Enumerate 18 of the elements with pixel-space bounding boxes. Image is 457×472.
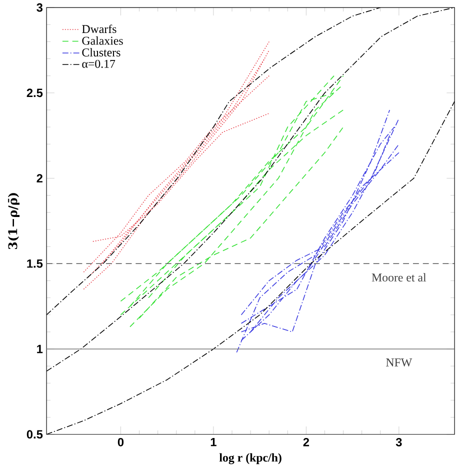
ref-line-label: NFW [386, 358, 412, 366]
x-tick-label: 3 [396, 438, 402, 446]
ref-line-label: Moore et al [372, 273, 426, 282]
y-tick-label: 3 [36, 3, 43, 12]
legend-label: α=0.17 [82, 60, 116, 68]
y-tick-label: 1 [37, 344, 43, 354]
y-tick-label: 2 [36, 174, 43, 182]
x-tick-label: 2 [304, 438, 310, 446]
y-tick-label: 2.5 [27, 88, 43, 98]
y-axis-title: 3(1−ρ/ρ̄) [8, 193, 20, 250]
y-tick-label: 0.5 [27, 430, 43, 439]
legend-label: Galaxies [82, 36, 124, 45]
legend-label: Clusters [82, 48, 120, 56]
x-tick-label: 0 [118, 438, 124, 446]
legend-label: Dwarfs [82, 24, 116, 34]
y-tick-label: 1.5 [27, 259, 43, 268]
x-tick-label: 1 [211, 438, 217, 446]
x-axis-title: log r (kpc/h) [220, 453, 282, 464]
